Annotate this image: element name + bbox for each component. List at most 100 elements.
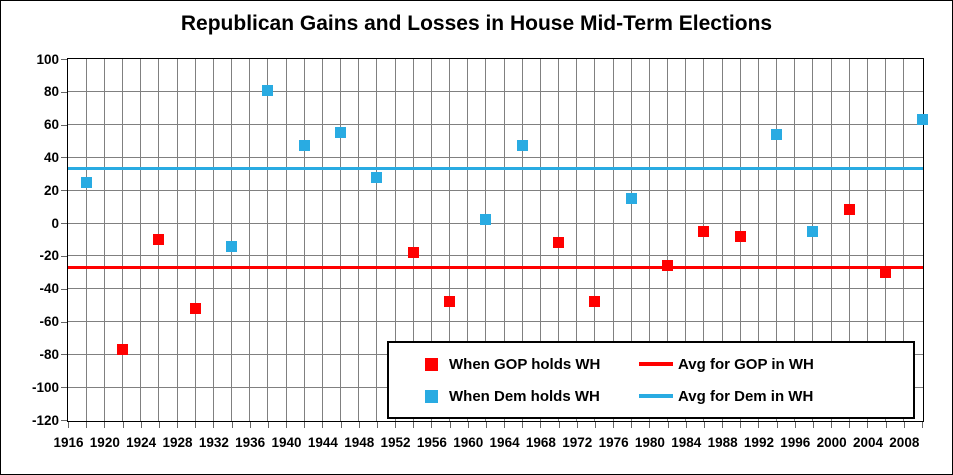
vertical-gridline	[412, 59, 414, 421]
x-axis-tick	[922, 422, 923, 428]
x-axis-tick	[758, 422, 760, 428]
y-axis-label: -20	[39, 248, 59, 264]
x-axis-tick	[522, 422, 524, 428]
x-axis-tick	[831, 422, 833, 428]
data-point-dem-1938	[262, 84, 274, 96]
data-point-gop-1986	[698, 225, 710, 237]
vertical-gridline	[231, 59, 233, 421]
vertical-gridline	[721, 59, 723, 421]
vertical-gridline	[267, 59, 269, 421]
x-axis-tick	[286, 422, 288, 428]
x-axis-tick	[304, 422, 306, 428]
data-point-gop-1958	[444, 296, 456, 308]
x-axis-tick	[812, 422, 814, 428]
data-point-dem-1994	[771, 128, 783, 140]
data-point-dem-1962	[480, 214, 492, 226]
vertical-gridline	[394, 59, 396, 421]
horizontal-gridline	[68, 91, 923, 93]
horizontal-gridline	[68, 189, 923, 191]
x-axis-label: 1992	[743, 435, 774, 450]
data-point-gop-2006	[880, 266, 892, 278]
vertical-gridline	[376, 59, 378, 421]
data-point-dem-1942	[298, 140, 310, 152]
x-axis-tick	[195, 422, 197, 428]
x-axis-label: 2000	[816, 435, 847, 450]
x-axis-tick	[376, 422, 378, 428]
x-axis-tick	[140, 422, 142, 428]
x-axis-tick	[395, 422, 397, 428]
vertical-gridline	[812, 59, 814, 421]
vertical-gridline	[903, 59, 905, 421]
x-axis-tick	[86, 422, 88, 428]
x-axis-tick	[68, 422, 69, 428]
horizontal-gridline	[68, 156, 923, 158]
x-axis-tick	[104, 422, 106, 428]
x-axis-label: 1924	[126, 435, 157, 450]
y-axis-label: -40	[39, 281, 59, 297]
data-point-gop-1926	[153, 234, 165, 245]
x-axis-tick	[867, 422, 869, 428]
y-axis-label: 20	[43, 182, 59, 198]
legend-row-dem: When Dem holds WH Avg for Dem in WH	[389, 388, 913, 405]
legend-item-dem-points: When Dem holds WH	[389, 388, 639, 405]
vertical-gridline	[103, 59, 105, 421]
x-axis-tick	[158, 422, 160, 428]
y-axis-tick	[61, 420, 67, 421]
x-axis-tick	[267, 422, 269, 428]
x-axis-label: 1996	[780, 435, 811, 450]
data-point-dem-1918	[80, 176, 92, 188]
x-axis-tick	[449, 422, 451, 428]
legend: When GOP holds WH Avg for GOP in WH When…	[387, 341, 915, 419]
vertical-gridline	[685, 59, 687, 421]
data-point-dem-1934	[226, 240, 238, 252]
vertical-gridline	[249, 59, 251, 421]
x-axis-tick	[467, 422, 469, 428]
gop-line-swatch-icon	[639, 362, 673, 366]
legend-row-gop: When GOP holds WH Avg for GOP in WH	[389, 356, 913, 373]
y-axis-tick	[61, 321, 67, 323]
x-axis-label: 1988	[707, 435, 738, 450]
x-axis-label: 1952	[380, 435, 411, 450]
vertical-gridline	[176, 59, 178, 421]
data-point-dem-2010	[916, 114, 928, 126]
x-axis-tick	[322, 422, 324, 428]
x-axis-label: 1940	[271, 435, 302, 450]
x-axis-label: 1984	[671, 435, 702, 450]
y-axis-tick	[61, 255, 67, 257]
x-axis-tick	[740, 422, 742, 428]
dem-line-swatch-icon	[639, 394, 673, 398]
gop-square-swatch-icon	[425, 357, 438, 371]
vertical-gridline	[848, 59, 850, 421]
x-axis-tick	[249, 422, 251, 428]
x-axis-label: 1944	[307, 435, 338, 450]
vertical-gridline	[321, 59, 323, 421]
y-axis-label: -120	[31, 412, 59, 428]
horizontal-gridline	[68, 124, 923, 126]
data-point-gop-2002	[843, 204, 855, 216]
x-axis-label: 1948	[344, 435, 375, 450]
x-axis-label: 1920	[89, 435, 120, 450]
y-axis-tick	[61, 91, 67, 93]
x-axis-label: 2004	[852, 435, 883, 450]
y-axis-tick	[61, 59, 67, 60]
x-axis-tick	[213, 422, 215, 428]
data-point-gop-1974	[589, 296, 601, 308]
x-axis-label: 1960	[453, 435, 484, 450]
data-point-gop-1954	[407, 247, 419, 259]
vertical-gridline	[122, 59, 123, 421]
y-axis-tick	[61, 157, 67, 159]
y-axis-tick	[61, 387, 67, 389]
data-point-gop-1990	[734, 230, 746, 242]
x-axis-tick	[613, 422, 615, 428]
x-axis-tick	[722, 422, 724, 428]
y-axis-label: 80	[43, 84, 59, 100]
vertical-gridline	[630, 59, 632, 421]
legend-item-gop-avg: Avg for GOP in WH	[639, 356, 814, 373]
x-axis-tick	[849, 422, 851, 428]
x-axis-tick	[358, 422, 360, 428]
y-axis-label: 0	[51, 215, 59, 231]
data-point-gop-1970	[553, 237, 565, 249]
vertical-gridline	[85, 59, 87, 421]
y-axis-label: -80	[39, 346, 59, 362]
dem-square-swatch-icon	[425, 389, 438, 403]
